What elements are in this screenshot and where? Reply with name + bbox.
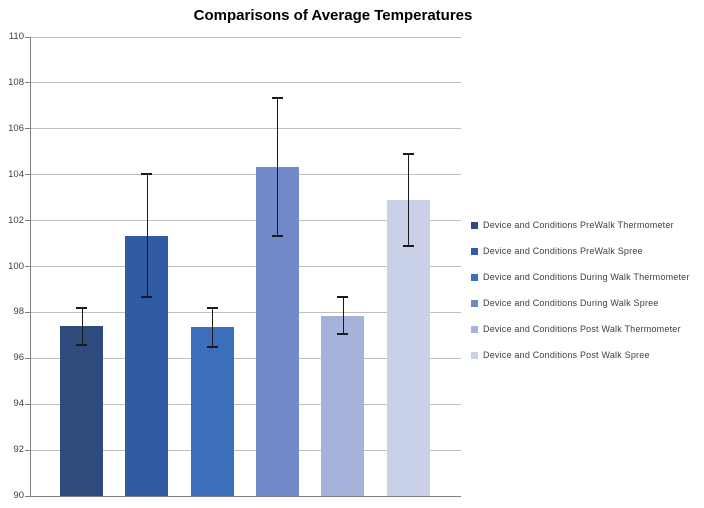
legend: Device and Conditions PreWalk Thermomete… — [471, 212, 690, 368]
error-bar-bottom-cap — [206, 345, 218, 348]
y-tick-label: 94 — [13, 398, 24, 410]
legend-swatch-icon — [471, 247, 478, 255]
gridline — [30, 357, 461, 359]
gridline — [30, 174, 461, 176]
legend-item: Device and Conditions Post Walk Spree — [471, 342, 690, 368]
gridline — [30, 449, 461, 451]
legend-item: Device and Conditions During Walk Thermo… — [471, 264, 690, 290]
legend-swatch-icon — [471, 351, 478, 359]
y-axis-tick — [25, 36, 30, 38]
y-tick-label: 92 — [13, 444, 24, 456]
legend-swatch-icon — [471, 221, 478, 229]
gridline — [30, 266, 461, 267]
error-bar-line — [277, 97, 279, 236]
y-tick-label: 98 — [13, 306, 24, 318]
bar — [386, 199, 430, 496]
y-axis-tick — [25, 174, 30, 176]
y-axis-tick — [25, 311, 30, 313]
bar — [321, 315, 365, 496]
legend-label: Device and Conditions During Walk Spree — [483, 298, 659, 308]
error-bar-top-cap — [76, 306, 87, 309]
error-bar-line — [342, 297, 344, 335]
legend-label: Device and Conditions PreWalk Thermomete… — [483, 220, 674, 230]
gridline — [30, 128, 461, 130]
error-bar-top-cap — [206, 306, 218, 309]
error-bar-top-cap — [337, 296, 349, 299]
x-axis-line — [25, 496, 461, 497]
error-bar-line — [408, 154, 409, 246]
y-tick-label: 104 — [8, 168, 24, 180]
error-bar-line — [146, 173, 148, 298]
legend-label: Device and Conditions During Walk Thermo… — [483, 272, 690, 282]
gridline — [30, 311, 461, 313]
legend-label: Device and Conditions Post Walk Thermome… — [483, 324, 681, 334]
y-axis-line — [30, 37, 31, 496]
bar — [190, 327, 234, 496]
y-tick-label: 106 — [8, 122, 24, 134]
bar — [60, 326, 103, 496]
legend-label: Device and Conditions PreWalk Spree — [483, 246, 643, 256]
chart-title: Comparisons of Average Temperatures — [193, 7, 473, 24]
error-bar-bottom-cap — [402, 244, 414, 247]
legend-swatch-icon — [471, 299, 478, 307]
y-tick-label: 108 — [8, 76, 24, 88]
y-axis-tick — [25, 266, 30, 267]
y-tick-label: 90 — [13, 490, 24, 501]
gridline — [30, 36, 461, 38]
legend-swatch-icon — [471, 325, 478, 333]
error-bar-bottom-cap — [141, 296, 153, 299]
error-bar-line — [81, 307, 83, 345]
error-bar-top-cap — [271, 96, 283, 99]
error-bar-bottom-cap — [337, 333, 349, 336]
y-tick-label: 110 — [8, 31, 24, 42]
legend-item: Device and Conditions During Walk Spree — [471, 290, 690, 316]
error-bar-bottom-cap — [76, 343, 87, 346]
error-bar-bottom-cap — [271, 234, 283, 237]
y-axis-tick — [25, 449, 30, 451]
y-tick-label: 96 — [13, 352, 24, 364]
y-tick-label: 100 — [8, 260, 24, 272]
error-bar-top-cap — [402, 153, 414, 156]
error-bar-line — [212, 307, 214, 347]
y-axis-tick — [25, 220, 30, 222]
y-tick-label: 102 — [8, 214, 24, 226]
y-axis-tick — [25, 128, 30, 130]
gridline — [30, 220, 461, 222]
gridline — [30, 82, 461, 84]
gridline — [30, 403, 461, 405]
legend-item: Device and Conditions PreWalk Spree — [471, 238, 690, 264]
legend-item: Device and Conditions PreWalk Thermomete… — [471, 212, 690, 238]
error-bar-top-cap — [141, 172, 153, 175]
y-axis-tick — [25, 357, 30, 359]
y-axis-tick — [25, 403, 30, 405]
legend-swatch-icon — [471, 273, 478, 281]
legend-label: Device and Conditions Post Walk Spree — [483, 350, 650, 360]
y-axis-tick — [25, 82, 30, 84]
legend-item: Device and Conditions Post Walk Thermome… — [471, 316, 690, 342]
